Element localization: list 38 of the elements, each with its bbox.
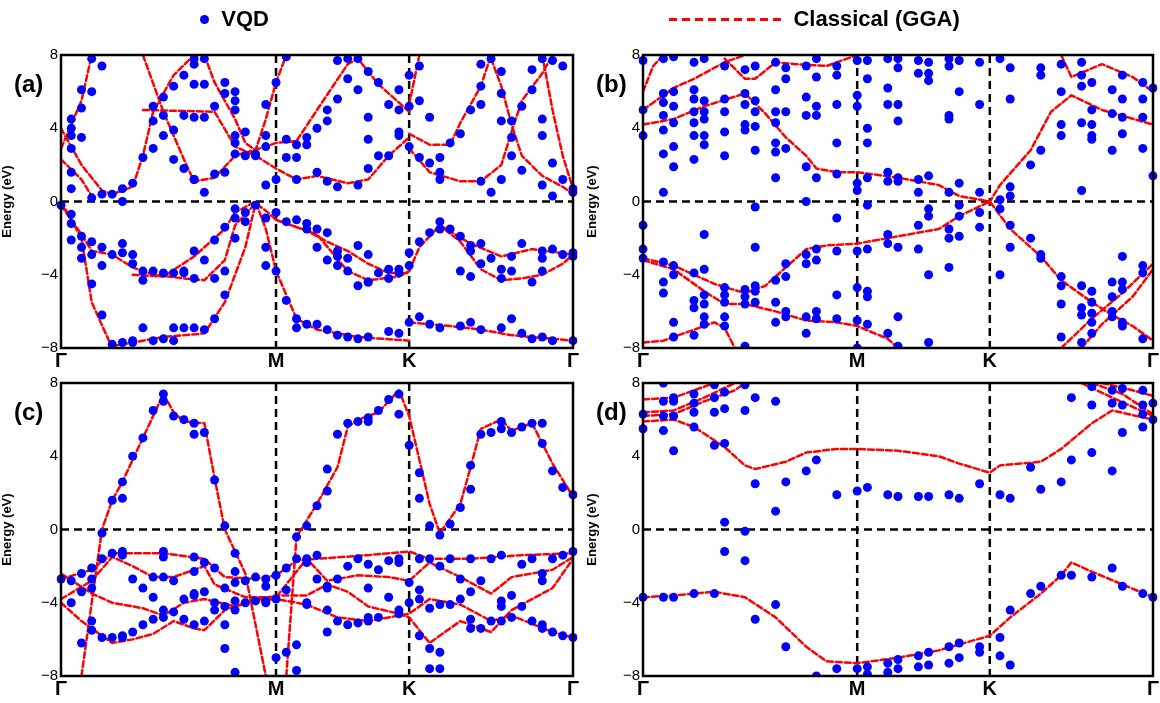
y-tick-label: 0 [49,191,58,209]
x-tick-label: M [267,348,285,371]
x-tick-label: Γ [566,676,580,699]
text: (b) [596,69,627,97]
y-axis-title: Energy (eV) [0,165,15,238]
x-tick-label: K [401,676,417,699]
y-tick-label: 4 [49,118,58,136]
y-tick-label: 4 [631,118,640,136]
y-tick-label: 0 [631,191,640,209]
x-tick-label: K [982,676,998,699]
y-axis-title: Energy (eV) [584,493,600,566]
y-tick-label: 4 [49,446,58,464]
x-tick-label: K [982,348,998,371]
text: (c) [14,397,44,425]
y-tick-label: −4 [40,592,58,610]
x-tick-label: K [401,348,417,371]
y-tick-label: 0 [49,519,58,537]
x-tick-label: M [848,676,866,699]
text: (d) [596,397,627,425]
y-tick-label: 0 [631,519,640,537]
y-tick-label: −4 [622,592,640,610]
x-tick-label: M [848,348,866,371]
x-tick-label: Γ [566,348,580,371]
x-tick-label: M [267,676,285,699]
legend-label: Classical (GGA) [793,6,960,32]
y-tick-label: 8 [631,373,640,391]
y-axis-title: Energy (eV) [584,165,600,238]
x-tick-label: Γ [1146,676,1159,699]
text: (a) [14,69,44,97]
y-tick-label: −4 [40,264,58,282]
y-tick-label: 8 [49,45,58,63]
legend-label: VQD [221,6,269,32]
y-tick-label: 8 [631,45,640,63]
x-tick-label: Γ [1146,348,1159,371]
y-tick-label: 8 [49,373,58,391]
y-axis-title: Energy (eV) [0,493,15,566]
y-tick-label: −4 [622,264,640,282]
y-tick-label: 4 [631,446,640,464]
